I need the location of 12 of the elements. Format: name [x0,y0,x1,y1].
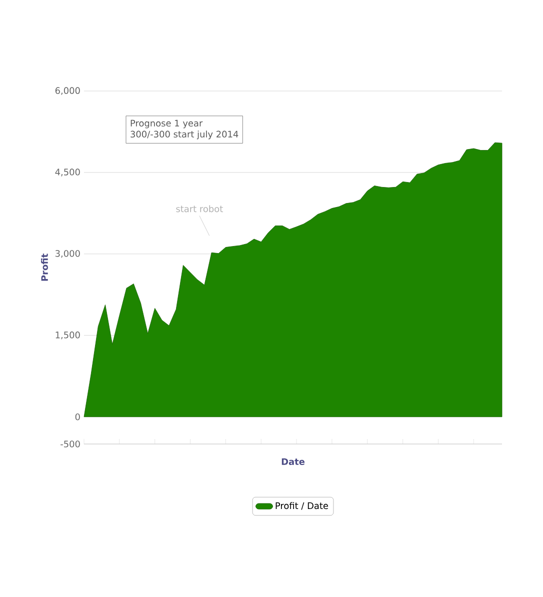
y-tick-label: 0 [75,413,80,420]
y-tick-label: 6,000 [55,87,80,95]
y-tick-label: 4,500 [55,168,80,176]
x-axis-title: Date [282,458,305,466]
annotation: Prognose 1 year [130,120,203,128]
y-tick-label: 1,500 [56,332,80,340]
annotation: start robot [176,205,223,212]
y-tick-label: -500 [60,440,80,448]
annotation: 300/-300 start july 2014 [130,130,238,140]
y-axis-title: Profit [41,254,48,281]
legend-label: Profit / Date [276,502,328,510]
y-tick-label: 3,000 [56,250,80,258]
